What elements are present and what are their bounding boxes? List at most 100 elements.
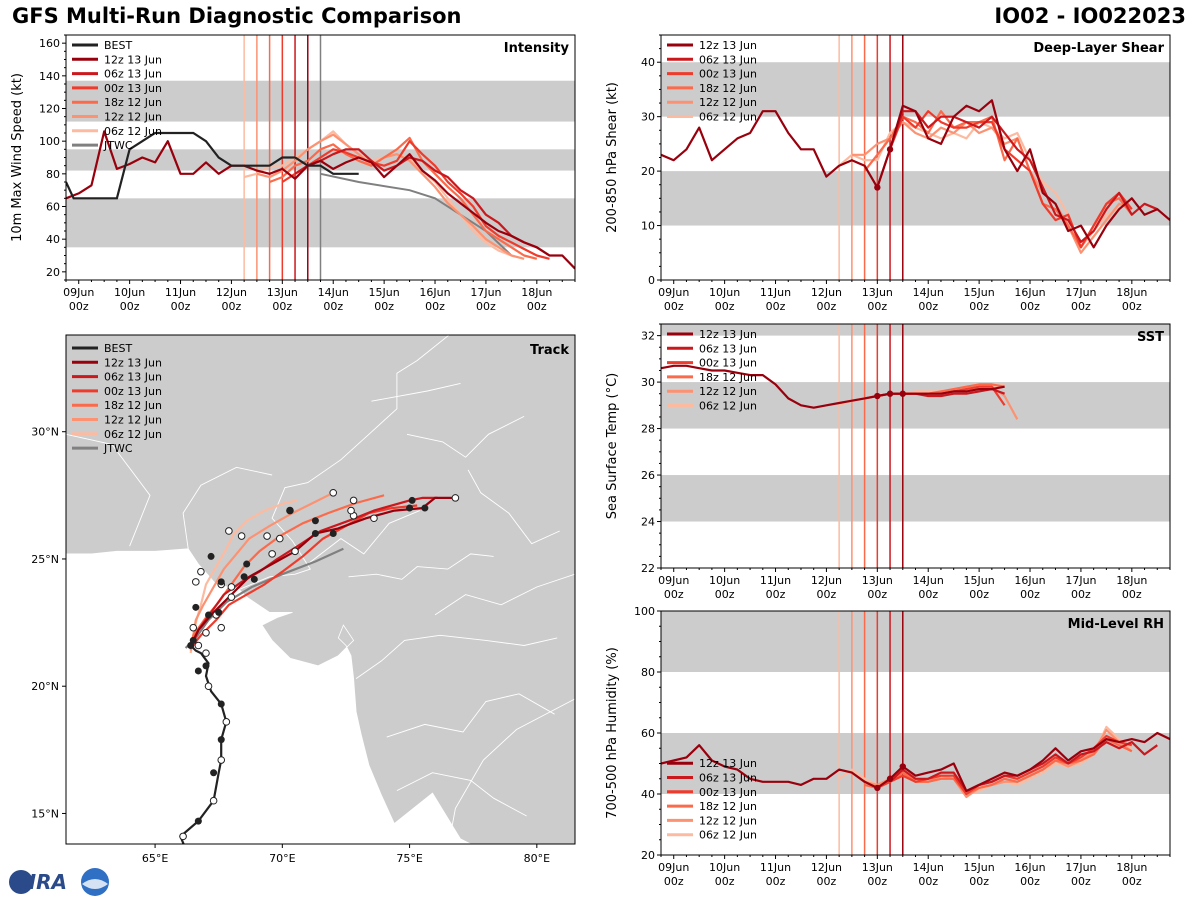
intensity-xtick-label: 00z <box>425 300 445 313</box>
intensity-legend-label: JTWC <box>103 139 133 152</box>
sst-ytick-label: 26 <box>641 469 655 482</box>
rh-xtick-label: 12Jun <box>811 861 842 874</box>
rh-xtick-label: 00z <box>817 875 837 888</box>
track-filled-marker <box>215 608 223 616</box>
intensity-xtick-label: 00z <box>171 300 191 313</box>
sst-xtick-label: 12Jun <box>811 574 842 587</box>
track-ytick-label: 25°N <box>31 553 59 566</box>
intensity-run-series <box>281 140 550 260</box>
cira-logo-text: CIRA <box>14 870 67 894</box>
track-border-line <box>448 698 575 844</box>
shear-xtick-label: 15Jun <box>964 286 995 299</box>
track-jtwc-path <box>184 547 344 649</box>
track-border-line <box>406 415 525 458</box>
rh-ytick-label: 20 <box>641 849 655 862</box>
rh-legend-label: 12z 12 Jun <box>699 814 757 827</box>
track-filled-marker <box>406 504 414 512</box>
rh-xtick-label: 00z <box>918 875 938 888</box>
rh-xtick-label: 14Jun <box>913 861 944 874</box>
intensity-panel-title: Intensity <box>504 41 570 56</box>
intensity-legend-label: 00z 13 Jun <box>104 82 162 95</box>
sst-band <box>661 382 1170 429</box>
shear-legend-label: 06z 13 Jun <box>699 53 757 66</box>
track-filled-marker <box>243 560 251 568</box>
track-filled-marker <box>189 636 197 644</box>
track-open-marker <box>222 718 231 726</box>
track-run-path <box>189 494 385 649</box>
intensity-xtick-label: 14Jun <box>318 286 349 299</box>
track-filled-marker <box>311 530 319 538</box>
track-filled-marker <box>217 578 225 586</box>
intensity-xtick-label: 16Jun <box>419 286 450 299</box>
track-open-marker <box>263 532 271 540</box>
intensity-run-series <box>243 130 512 257</box>
track-filled-marker <box>194 817 202 825</box>
track-best-path <box>179 644 228 844</box>
sst-band <box>661 475 1170 522</box>
sst-band <box>661 324 1170 336</box>
sst-legend-label: 18z 12 Jun <box>699 371 757 384</box>
track-xtick-label: 75°E <box>396 852 422 865</box>
intensity-xtick-label: 15Jun <box>369 286 400 299</box>
rh-run-marker <box>899 763 906 770</box>
track-open-marker <box>202 649 210 657</box>
sst-ytick-label: 32 <box>641 330 655 343</box>
track-open-marker <box>189 623 198 632</box>
shear-xtick-label: 00z <box>1071 300 1091 313</box>
track-legend-label: 06z 13 Jun <box>104 371 162 384</box>
track-open-marker <box>217 623 226 632</box>
track-open-marker <box>347 506 355 515</box>
shear-band <box>661 62 1170 117</box>
intensity-legend-label: BEST <box>104 39 132 52</box>
rh-xtick-label: 00z <box>969 875 989 888</box>
sst-xtick-label: 00z <box>766 588 786 601</box>
cira-logo: CIRA <box>9 868 109 896</box>
rh-xtick-label: 13Jun <box>862 861 893 874</box>
track-open-marker <box>202 628 210 637</box>
intensity-xtick-label: 18Jun <box>521 286 552 299</box>
track-open-marker <box>225 527 233 535</box>
rh-legend-label: 12z 13 Jun <box>699 757 757 770</box>
sst-ytick-label: 22 <box>641 562 655 575</box>
intensity-legend-label: 06z 13 Jun <box>104 68 162 81</box>
track-ytick-label: 15°N <box>31 807 59 820</box>
track-xtick-label: 65°E <box>142 852 168 865</box>
intensity-ytick-label: 160 <box>39 37 60 50</box>
intensity-run-series <box>294 148 551 257</box>
rh-legend-label: 06z 12 Jun <box>699 829 757 842</box>
shear-xtick-label: 12Jun <box>811 286 842 299</box>
track-legend-label: 12z 12 Jun <box>104 414 162 427</box>
sst-legend-label: 12z 12 Jun <box>699 385 757 398</box>
track-filled-marker <box>202 662 210 670</box>
track-open-marker <box>197 567 205 576</box>
shear-ytick-label: 20 <box>641 165 655 178</box>
shear-run-marker <box>886 146 894 153</box>
shear-xtick-label: 09Jun <box>658 286 689 299</box>
sst-run-marker <box>899 390 906 397</box>
track-filled-marker <box>217 700 225 708</box>
shear-xtick-label: 17Jun <box>1065 286 1096 299</box>
rh-xtick-label: 10Jun <box>709 861 740 874</box>
track-xtick-label: 80°E <box>524 852 550 865</box>
track-open-marker <box>275 534 284 543</box>
shear-xtick-label: 00z <box>1122 300 1142 313</box>
track-filled-marker <box>408 496 416 504</box>
track-legend-label: JTWC <box>103 442 133 455</box>
shear-ytick-label: 30 <box>641 111 655 124</box>
rh-xtick-label: 00z <box>664 875 684 888</box>
track-open-marker <box>204 682 213 691</box>
sst-xtick-label: 15Jun <box>964 574 995 587</box>
intensity-xtick-label: 17Jun <box>470 286 501 299</box>
sst-xtick-label: 17Jun <box>1065 574 1096 587</box>
shear-legend-label: 18z 12 Jun <box>699 82 757 95</box>
sst-xtick-label: 13Jun <box>862 574 893 587</box>
track-open-marker <box>370 514 378 523</box>
track-open-marker <box>227 593 236 601</box>
shear-panel-title: Deep-Layer Shear <box>1033 41 1164 56</box>
track-panel: 65°E 70°E 75°E 80°E 15°N 20°N 25°N 30°N Track BES… <box>31 334 576 865</box>
rh-xtick-label: 00z <box>1122 875 1142 888</box>
track-border-line <box>238 335 450 590</box>
shear-xtick-label: 13Jun <box>862 286 893 299</box>
track-ytick-label: 30°N <box>31 426 59 439</box>
rh-panel-title: Mid-Level RH <box>1068 617 1164 632</box>
